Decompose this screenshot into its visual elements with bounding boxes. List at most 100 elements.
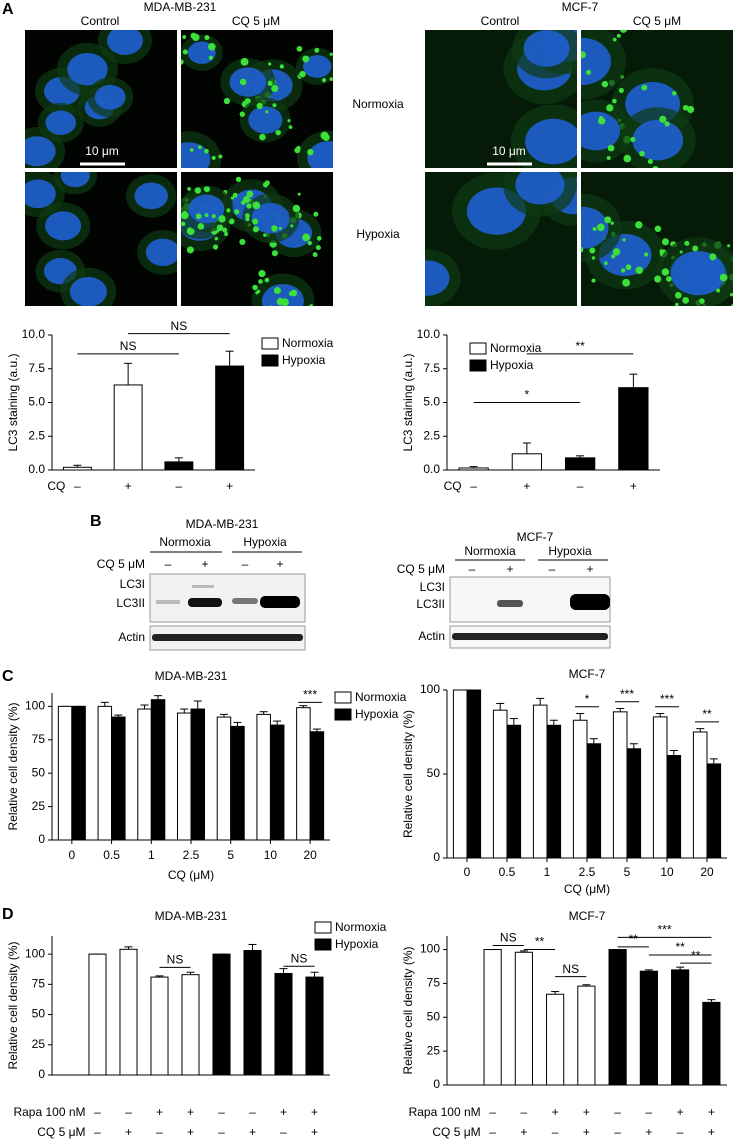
bar — [618, 387, 649, 471]
bar — [111, 716, 126, 841]
cells — [25, 30, 152, 168]
y-tick-label: 10.0 — [417, 327, 441, 341]
lc3-puncta — [211, 155, 216, 161]
x-tick-label: 2.5 — [579, 865, 596, 879]
lc3-puncta — [302, 233, 311, 242]
nucleus — [69, 276, 107, 306]
image-title: MDA-MB-231 — [144, 0, 217, 14]
y-axis-label: Relative cell density (%) — [401, 946, 415, 1074]
lc3-puncta — [729, 293, 733, 297]
lc3-puncta — [735, 263, 742, 270]
row-value: + — [552, 1105, 559, 1119]
band — [570, 594, 610, 610]
y-tick-label: 100 — [25, 946, 45, 960]
significance-label: *** — [657, 923, 671, 937]
lc3-puncta — [204, 35, 210, 41]
lc3-puncta — [258, 279, 263, 284]
y-tick-label: 75 — [32, 977, 46, 991]
lc3-puncta — [341, 163, 347, 169]
row-value: + — [677, 1105, 684, 1119]
lc3-puncta — [581, 51, 586, 59]
treatment-label: CQ 5 μM — [97, 557, 145, 571]
lc3-puncta — [222, 227, 228, 233]
bar — [652, 716, 668, 859]
bar — [586, 743, 602, 859]
group-label: Normoxia — [159, 535, 211, 549]
significance-label: *** — [660, 692, 674, 706]
lc3-puncta — [194, 187, 202, 194]
y-tick-label: 0 — [433, 1077, 440, 1091]
row-value: + — [187, 1105, 194, 1119]
nucleus — [106, 30, 143, 55]
row-value: – — [489, 1105, 496, 1119]
row-value: + — [125, 479, 132, 493]
row-value: + — [708, 1105, 715, 1119]
x-axis-label: CQ (μM) — [564, 882, 610, 896]
nucleus — [145, 238, 177, 267]
lc3-puncta — [654, 225, 662, 233]
chart-title: MDA-MB-231 — [155, 909, 228, 923]
lc3-puncta — [187, 187, 191, 191]
column-label: Control — [481, 14, 520, 28]
lc3-puncta — [189, 148, 194, 152]
chart-title: MDA-MB-231 — [155, 669, 228, 683]
x-tick-label: 0.5 — [103, 848, 120, 862]
nucleus — [425, 260, 450, 296]
row-value: + — [226, 479, 233, 493]
x-tick-label: 1 — [544, 865, 551, 879]
row-value: – — [577, 479, 584, 493]
bar — [137, 708, 152, 841]
bar — [511, 453, 543, 471]
bar — [88, 953, 107, 1076]
lc3-puncta — [618, 87, 624, 93]
lc3-puncta — [182, 35, 187, 39]
lc3-puncta — [218, 215, 226, 223]
lc3-puncta — [256, 289, 261, 294]
lc3-puncta — [271, 225, 278, 232]
panel-letter: A — [2, 1, 14, 18]
bar — [671, 969, 690, 1086]
micrograph — [25, 172, 177, 306]
bar — [532, 704, 548, 859]
bar — [458, 467, 489, 471]
row-label: Rapa 100 nM — [409, 1105, 481, 1119]
bar — [572, 719, 588, 859]
bar — [514, 951, 533, 1086]
y-tick-label: 100 — [25, 699, 45, 713]
y-tick-label: 10.0 — [22, 327, 46, 341]
group-label: Hypoxia — [548, 544, 592, 558]
bar — [113, 384, 143, 471]
lane-label: + — [586, 562, 593, 576]
micrograph — [581, 172, 742, 306]
bar — [608, 949, 627, 1086]
lc3-puncta — [625, 264, 632, 270]
row-value: – — [552, 1125, 559, 1139]
lane-label: + — [506, 562, 513, 576]
lc3-puncta — [275, 129, 281, 136]
lc3-puncta — [181, 221, 186, 227]
y-axis-label: LC3 staining (a.u.) — [401, 353, 415, 451]
nucleus — [248, 106, 283, 134]
nucleus — [515, 172, 565, 205]
bar — [256, 713, 271, 841]
lc3-puncta — [302, 55, 310, 63]
lc3-puncta — [665, 276, 672, 282]
nucleus — [525, 118, 577, 165]
lc3-puncta — [294, 147, 301, 154]
band-label: Actin — [118, 630, 145, 644]
band — [188, 598, 222, 607]
lc3-puncta — [661, 238, 669, 246]
lc3-puncta — [235, 176, 242, 182]
y-tick-label: 5.0 — [28, 395, 45, 409]
y-tick-label: 5.0 — [423, 395, 440, 409]
row-value: + — [311, 1105, 318, 1119]
lane-label: + — [201, 557, 208, 571]
nucleus — [25, 179, 56, 209]
y-tick-label: 50 — [32, 765, 46, 779]
lc3-puncta — [322, 134, 330, 142]
band — [152, 634, 303, 641]
lc3-puncta — [212, 244, 219, 250]
bar — [190, 708, 206, 841]
lane-label: – — [242, 557, 249, 571]
y-axis-label: Relative cell density (%) — [6, 702, 20, 830]
